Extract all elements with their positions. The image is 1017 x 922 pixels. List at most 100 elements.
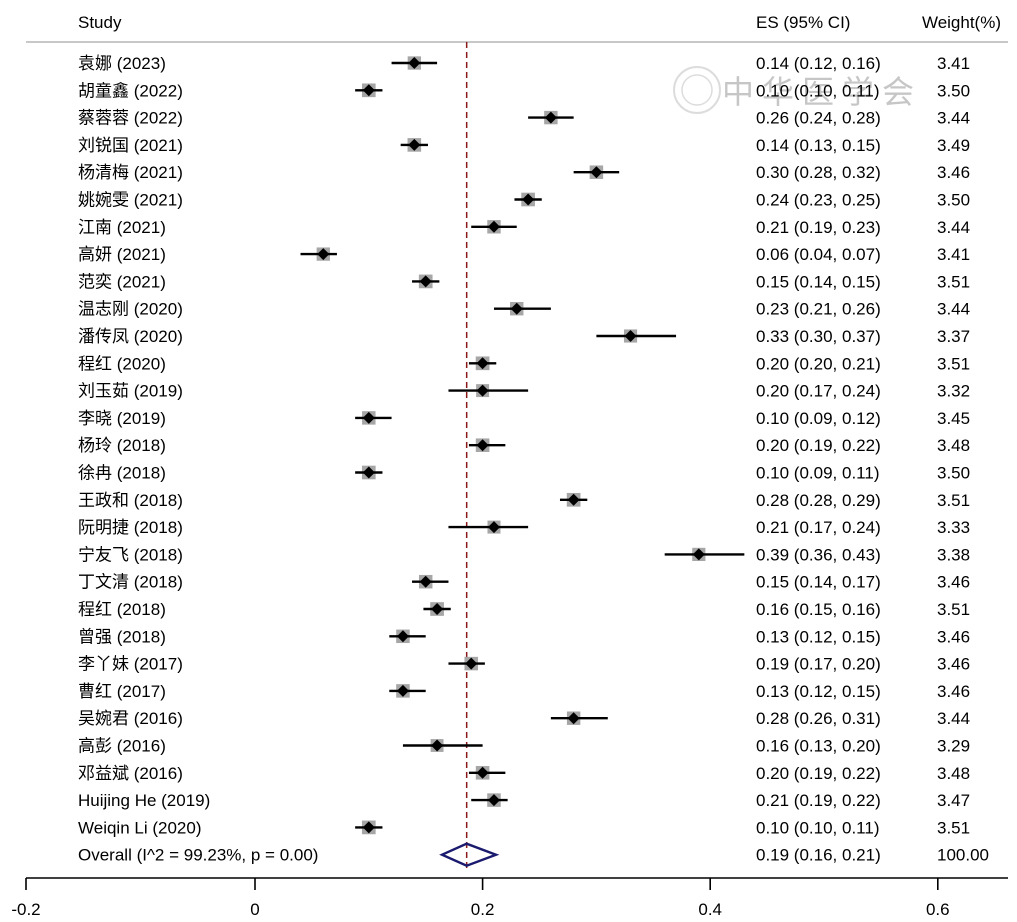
es-ci-text: 0.10 (0.09, 0.11) (756, 464, 880, 483)
point-estimate (476, 357, 489, 370)
point-estimate (476, 384, 489, 397)
es-ci-text: 0.15 (0.14, 0.17) (756, 573, 881, 592)
point-estimate (522, 193, 535, 206)
overall-label: Overall (I^2 = 99.23%, p = 0.00) (78, 846, 318, 865)
study-label: 江南 (2021) (78, 218, 166, 237)
weight-text: 3.44 (937, 709, 970, 728)
study-label: 徐冉 (2018) (78, 464, 166, 483)
es-ci-text: 0.10 (0.10, 0.11) (756, 818, 880, 837)
es-ci-text: 0.16 (0.15, 0.16) (756, 600, 881, 619)
es-ci-text: 0.21 (0.19, 0.22) (756, 791, 881, 810)
study-label: 杨清梅 (2021) (78, 163, 183, 182)
watermark-seal-icon (673, 66, 721, 114)
point-estimate (396, 684, 409, 697)
weight-text: 3.50 (937, 81, 970, 100)
weight-text: 3.46 (937, 655, 970, 674)
study-rows: 袁娜 (2023) 0.14 (0.12, 0.16) 3.41 胡童鑫 (2022)… (78, 54, 989, 865)
weight-text: 3.51 (937, 354, 970, 373)
point-estimate (408, 138, 421, 151)
weight-text: 3.48 (937, 764, 970, 783)
plot-marks (300, 42, 745, 869)
weight-text: 3.46 (937, 163, 970, 182)
point-estimate (590, 166, 603, 179)
study-label: Weiqin Li (2020) (78, 818, 201, 837)
x-tick-label: -0.2 (11, 900, 40, 919)
weight-text: 3.44 (937, 218, 970, 237)
es-ci-text: 0.23 (0.21, 0.26) (756, 300, 881, 319)
study-label: 姚婉雯 (2021) (78, 191, 183, 210)
study-label: 袁娜 (2023) (78, 54, 166, 73)
x-tick-label: 0.2 (471, 900, 495, 919)
study-label: 温志刚 (2020) (78, 300, 183, 319)
study-label: 刘玉茹 (2019) (78, 382, 183, 401)
weight-text: 3.46 (937, 627, 970, 646)
point-estimate (487, 220, 500, 233)
es-ci-text: 0.14 (0.12, 0.16) (756, 54, 881, 73)
point-estimate (419, 275, 432, 288)
weight-text: 3.37 (937, 327, 970, 346)
overall-diamond (439, 842, 500, 867)
point-estimate (544, 111, 557, 124)
es-ci-text: 0.10 (0.10, 0.11) (756, 81, 880, 100)
es-ci-text: 0.20 (0.19, 0.22) (756, 436, 881, 455)
point-estimate (431, 603, 444, 615)
point-estimate (362, 821, 375, 834)
point-estimate (476, 766, 489, 779)
es-ci-text: 0.20 (0.19, 0.22) (756, 764, 881, 783)
x-axis-ticks: -0.2 0 0.2 0.4 0.6 (11, 878, 950, 919)
weight-text: 3.46 (937, 573, 970, 592)
weight-text: 3.32 (937, 382, 970, 401)
study-label: 宁友飞 (2018) (78, 545, 183, 564)
study-label: 潘传凤 (2020) (78, 327, 183, 346)
study-label: 范奕 (2021) (78, 272, 166, 291)
weight-text: 3.50 (937, 191, 970, 210)
study-label: 高妍 (2021) (78, 245, 166, 264)
es-ci-text: 0.06 (0.04, 0.07) (756, 245, 881, 264)
study-label: 邓益斌 (2016) (78, 764, 183, 783)
es-ci-text: 0.15 (0.14, 0.15) (756, 272, 881, 291)
weight-text: 3.51 (937, 272, 970, 291)
es-ci-text: 0.28 (0.28, 0.29) (756, 491, 881, 510)
point-estimate (396, 630, 409, 643)
es-ci-text: 0.13 (0.12, 0.15) (756, 682, 881, 701)
es-ci-text: 0.30 (0.28, 0.32) (756, 163, 881, 182)
es-ci-text: 0.10 (0.09, 0.12) (756, 409, 881, 428)
study-label: 蔡蓉蓉 (2022) (78, 109, 183, 128)
weight-text: 3.44 (937, 300, 970, 319)
point-estimate (362, 466, 375, 479)
point-estimate (487, 521, 500, 534)
weight-text: 3.45 (937, 409, 970, 428)
es-ci-text: 0.19 (0.17, 0.20) (756, 655, 881, 674)
point-estimate (362, 84, 375, 97)
x-tick-label: 0.4 (698, 900, 722, 919)
study-label: 程红 (2018) (78, 600, 166, 619)
point-estimate (362, 411, 375, 424)
weight-text: 3.46 (937, 682, 970, 701)
weight-text: 3.48 (937, 436, 970, 455)
point-estimate (567, 712, 580, 725)
point-estimate (431, 739, 444, 752)
study-label: 曹红 (2017) (78, 682, 166, 701)
study-label: 王政和 (2018) (78, 491, 183, 510)
study-label: 杨玲 (2018) (78, 436, 166, 455)
es-ci-text: 0.20 (0.20, 0.21) (756, 354, 881, 373)
weight-text: 3.50 (937, 464, 970, 483)
study-label: 李丫妹 (2017) (78, 655, 183, 674)
overall-es-text: 0.19 (0.16, 0.21) (756, 846, 881, 865)
es-ci-text: 0.28 (0.26, 0.31) (756, 709, 881, 728)
point-estimate (510, 302, 523, 315)
study-label: 程红 (2020) (78, 354, 166, 373)
weight-text: 3.51 (937, 491, 970, 510)
weight-text: 3.47 (937, 791, 970, 810)
weight-column-header: Weight(%) (922, 13, 1001, 32)
study-label: Huijing He (2019) (78, 791, 210, 810)
point-estimate (624, 330, 637, 342)
study-label: 高彭 (2016) (78, 737, 166, 756)
weight-text: 3.33 (937, 518, 970, 537)
study-label: 阮明捷 (2018) (78, 518, 183, 537)
point-estimate (317, 248, 330, 261)
study-label: 刘锐国 (2021) (78, 136, 183, 155)
overall-weight-text: 100.00 (937, 846, 989, 865)
weight-text: 3.51 (937, 818, 970, 837)
